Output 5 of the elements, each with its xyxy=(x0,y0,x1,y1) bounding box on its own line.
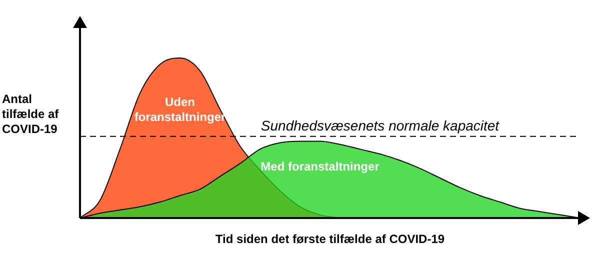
ref-line-label: Sundhedsvæsenets normale kapacitet xyxy=(260,117,500,134)
series-label: Med foranstaltninger xyxy=(260,160,380,174)
y-axis-title: Antal tilfælde af COVID-19 xyxy=(2,92,60,137)
x-axis-title: Tid siden det første tilfælde af COVID-19 xyxy=(214,232,446,246)
series-label: Uden foranstaltninger xyxy=(134,95,226,124)
